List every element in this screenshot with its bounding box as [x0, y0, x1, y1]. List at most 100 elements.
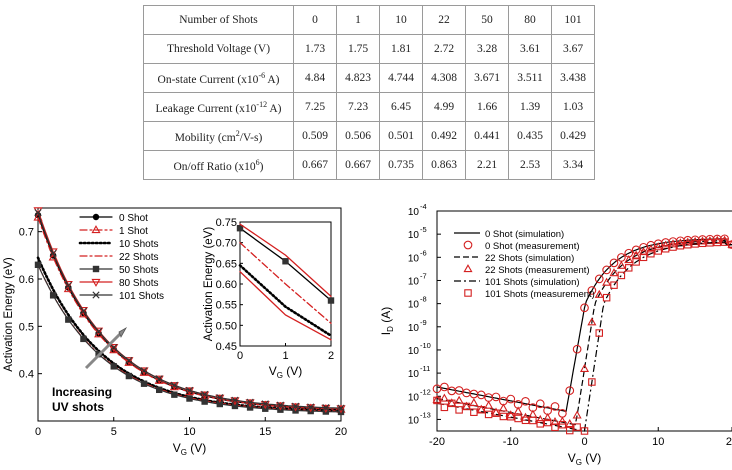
data-point: [543, 413, 553, 422]
data-point: [49, 292, 57, 299]
y-tick-label: 10: [408, 346, 420, 357]
y-tick-exponent: -9: [420, 318, 427, 327]
y-tick-base: 10: [408, 207, 420, 218]
data-point: [624, 255, 634, 264]
y-tick-exponent: -13: [420, 410, 431, 419]
inset-y-tick-label: 0.75: [216, 217, 237, 229]
data-point: [624, 264, 633, 272]
y-axis-label: Activation Energy (eV): [3, 257, 15, 372]
data-point: [653, 242, 663, 251]
data-point: [171, 391, 178, 398]
inset-y-tick-label: 0.50: [216, 320, 237, 332]
legend-marker: [464, 289, 472, 297]
table-row: Mobility (cm2/V-s) 0.509 0.506 0.501 0.492 0.…: [143, 121, 595, 151]
x-tick-label: 10: [652, 436, 664, 448]
legend-label: 0 Shot (measurement): [485, 241, 580, 252]
data-point: [669, 243, 677, 251]
inset-y-axis-label: Activation Energy (eV): [203, 227, 215, 342]
table-cell: 2.21: [465, 150, 509, 180]
data-point: [713, 238, 721, 247]
plot-frame: [436, 210, 732, 432]
table-cell: 7.25: [293, 92, 337, 122]
data-point: [440, 403, 449, 412]
y-tick-label: 0.5: [19, 321, 34, 333]
legend: 0 Shot 1 Shot 10 Shots 22 Shots 50 Shots 80 S…: [78, 213, 164, 302]
row-label: Number of Shots: [143, 5, 294, 35]
legend-label: 0 Shot (simulation): [485, 229, 564, 240]
data-point: [573, 423, 581, 431]
data-point: [245, 399, 255, 408]
table-cell: 0.501: [379, 121, 423, 151]
annotation-text: UV shots: [52, 400, 104, 414]
data-point: [594, 289, 604, 298]
data-point: [647, 249, 655, 258]
data-point: [727, 239, 732, 248]
legend-marker: [463, 240, 473, 250]
table-cell: 0.863: [422, 150, 466, 180]
y-axis-label: ID (A): [379, 307, 395, 335]
row-label: Threshold Voltage (V): [143, 34, 294, 64]
data-point: [261, 400, 269, 408]
series-5: [433, 238, 732, 435]
table-cell: 1.75: [336, 34, 380, 64]
shots-parameter-table: Number of Shots 0 1 10 22 50 80 101 Threshold Vo…: [143, 5, 595, 180]
table-cell: 4.308: [422, 63, 466, 93]
y-tick-label: 10: [408, 230, 420, 241]
x-tick-label: -10: [503, 436, 519, 448]
y-tick-label: 0.4: [19, 369, 34, 381]
data-point: [337, 404, 345, 412]
inset-x-tick-label: 2: [328, 350, 334, 362]
data-point: [602, 265, 611, 275]
data-point: [697, 236, 708, 245]
y-axis-label-sub: D: [386, 326, 395, 332]
table-cell: 3.28: [465, 34, 509, 64]
legend-label: 101 Shots (measurement): [485, 289, 595, 300]
activation-energy-chart: 0 5 10 15 200.40.50.60.7VG (V)Activation Ene…: [3, 207, 347, 457]
inset-data-point: [327, 297, 335, 304]
y-tick-label: 10: [408, 323, 420, 334]
data-point: [631, 250, 641, 259]
annotation-text: Increasing: [52, 385, 112, 399]
table-cell: 1.66: [465, 92, 509, 122]
y-tick-exponent: -6: [420, 248, 427, 257]
data-point: [609, 258, 619, 268]
table-cell: 3.61: [508, 34, 552, 64]
table-cell: 3.34: [551, 150, 595, 180]
y-tick-base: 10: [408, 230, 420, 241]
legend: 0 Shot (simulation)0 Shot (measurement)2…: [454, 229, 595, 300]
data-point: [676, 241, 685, 250]
data-point: [65, 316, 72, 323]
row-label: On-state Current (x10-6 A): [143, 63, 294, 93]
data-point: [506, 410, 516, 419]
table-cell: 0.506: [336, 121, 380, 151]
legend-label: 1 Shot: [119, 226, 148, 237]
table-cell: 0.735: [379, 150, 423, 180]
data-point: [491, 392, 501, 402]
inset-x-axis-label-main: V: [269, 364, 277, 378]
data-point: [484, 410, 493, 419]
y-tick-base: 10: [408, 323, 420, 334]
inset-y-tick-label: 0.60: [216, 279, 237, 291]
y-tick-exponent: -7: [420, 271, 427, 280]
data-point: [661, 240, 671, 249]
series-line: [37, 216, 342, 411]
data-point: [462, 402, 471, 411]
table-cell: 0.667: [336, 150, 380, 180]
y-tick-label: 10: [408, 300, 420, 311]
series-0: [436, 238, 732, 412]
y-axis-label-unit: (A): [379, 307, 393, 326]
data-point: [230, 397, 240, 406]
table-cell: 3.511: [508, 63, 552, 93]
data-point: [455, 406, 463, 414]
x-axis-label-unit: (V): [582, 451, 601, 465]
data-point: [529, 416, 537, 425]
table-cell: 1.81: [379, 34, 423, 64]
table-cell: 0.667: [293, 150, 337, 180]
legend-marker: [463, 264, 473, 273]
data-point: [609, 268, 619, 277]
x-tick-label: 5: [111, 426, 117, 438]
table-cell: 1.39: [508, 92, 552, 122]
data-point: [705, 236, 715, 245]
data-point: [491, 407, 501, 416]
data-point: [155, 375, 163, 383]
